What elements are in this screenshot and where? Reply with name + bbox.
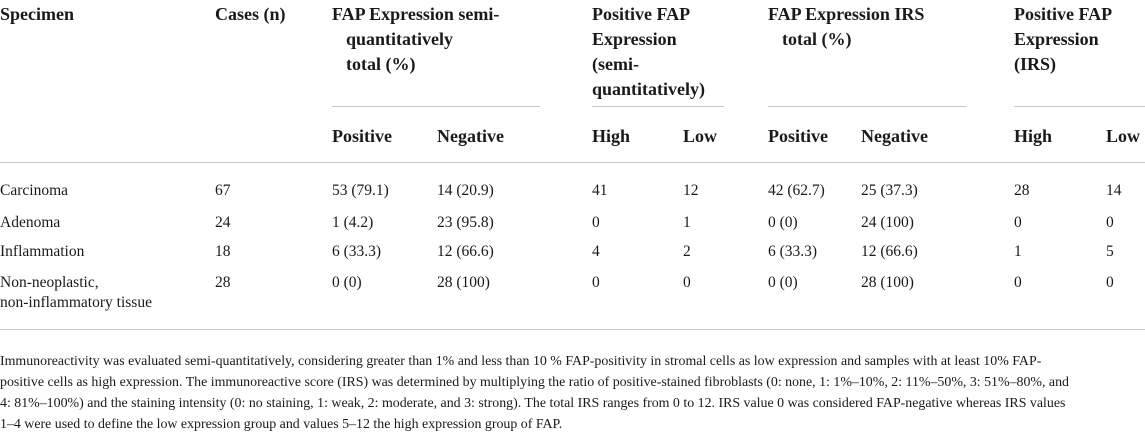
table-bottom-rule — [0, 329, 1145, 330]
cell-cases: 67 — [215, 182, 231, 199]
cell-irs-high: 28 — [1014, 182, 1030, 199]
cell-irs-high: 0 — [1014, 274, 1022, 291]
subheader-irs-positive: Positive — [768, 126, 828, 146]
subheader-semi-positive: Positive — [332, 126, 392, 146]
cell-irs-positive: 42 (62.7) — [768, 182, 825, 199]
cell-specimen-line: non-inflammatory tissue — [0, 294, 152, 311]
subheader-semi-negative: Negative — [437, 126, 504, 146]
header-irs-total: FAP Expression IRS total (%) — [768, 4, 925, 49]
cell-irs-negative: 28 (100) — [861, 274, 914, 291]
cell-specimen: Non-neoplastic, non-inflammatory tissue — [0, 273, 152, 313]
cell-semi-positive: 6 (33.3) — [332, 243, 382, 260]
cell-semi-positive: 53 (79.1) — [332, 182, 389, 199]
header-semi-total: FAP Expression semi- quantitatively tota… — [332, 4, 500, 74]
cell-semi-high: 41 — [592, 182, 608, 199]
cell-irs-high: 1 — [1014, 243, 1022, 260]
cell-cases: 24 — [215, 214, 231, 231]
subheader-irs-low: Low — [1106, 126, 1141, 146]
subheader-irs-negative: Negative — [861, 126, 928, 146]
cell-semi-low: 0 — [683, 274, 691, 291]
cell-specimen: Adenoma — [0, 214, 61, 231]
footnote-line: Immunoreactivity was evaluated semi-quan… — [0, 354, 1042, 369]
group-rule-irs-total — [768, 106, 966, 107]
cell-irs-positive: 6 (33.3) — [768, 243, 818, 260]
cell-specimen-line: Non-neoplastic, — [0, 274, 99, 291]
cell-semi-low: 12 — [683, 182, 699, 199]
cell-irs-high: 0 — [1014, 214, 1022, 231]
cell-semi-high: 4 — [592, 243, 600, 260]
cell-specimen: Carcinoma — [0, 182, 69, 199]
subheader-irs-high: High — [1014, 126, 1053, 146]
cell-specimen: Inflammation — [0, 243, 85, 260]
cell-semi-high: 0 — [592, 214, 600, 231]
group-rule-semi-positive — [592, 106, 724, 107]
cell-cases: 28 — [215, 274, 231, 291]
cell-irs-positive: 0 (0) — [768, 274, 798, 291]
cell-semi-low: 1 — [683, 214, 691, 231]
table-footnote: Immunoreactivity was evaluated semi-quan… — [0, 351, 1145, 435]
footnote-line: 4: 81%–100%) and the staining intensity … — [0, 396, 1066, 411]
cell-irs-positive: 0 (0) — [768, 214, 798, 231]
cell-irs-low: 0 — [1106, 274, 1114, 291]
cell-irs-negative: 12 (66.6) — [861, 243, 918, 260]
footnote-line: positive cells as high expression. The i… — [0, 375, 1069, 390]
cell-semi-positive: 1 (4.2) — [332, 214, 374, 231]
header-bottom-rule — [0, 162, 1145, 163]
cell-cases: 18 — [215, 243, 231, 260]
header-irs-positive: Positive FAP Expression (IRS) — [1014, 4, 1113, 74]
header-cases: Cases (n) — [215, 4, 286, 24]
cell-semi-negative: 23 (95.8) — [437, 214, 494, 231]
cell-irs-low: 5 — [1106, 243, 1114, 260]
group-rule-irs-positive — [1014, 106, 1145, 107]
footnote-line: 1–4 were used to define the low expressi… — [0, 417, 563, 432]
cell-semi-high: 0 — [592, 274, 600, 291]
cell-semi-negative: 28 (100) — [437, 274, 490, 291]
cell-irs-negative: 25 (37.3) — [861, 182, 918, 199]
cell-irs-low: 0 — [1106, 214, 1114, 231]
header-semi-positive: Positive FAP Expression (semi- quantitat… — [592, 4, 706, 99]
cell-semi-negative: 14 (20.9) — [437, 182, 494, 199]
cell-semi-low: 2 — [683, 243, 691, 260]
cell-irs-low: 14 — [1106, 182, 1122, 199]
group-rule-semi-total — [332, 106, 540, 107]
cell-semi-negative: 12 (66.6) — [437, 243, 494, 260]
subheader-semi-low: Low — [683, 126, 718, 146]
header-specimen: Specimen — [0, 4, 74, 24]
cell-semi-positive: 0 (0) — [332, 274, 362, 291]
subheader-semi-high: High — [592, 126, 631, 146]
cell-irs-negative: 24 (100) — [861, 214, 914, 231]
